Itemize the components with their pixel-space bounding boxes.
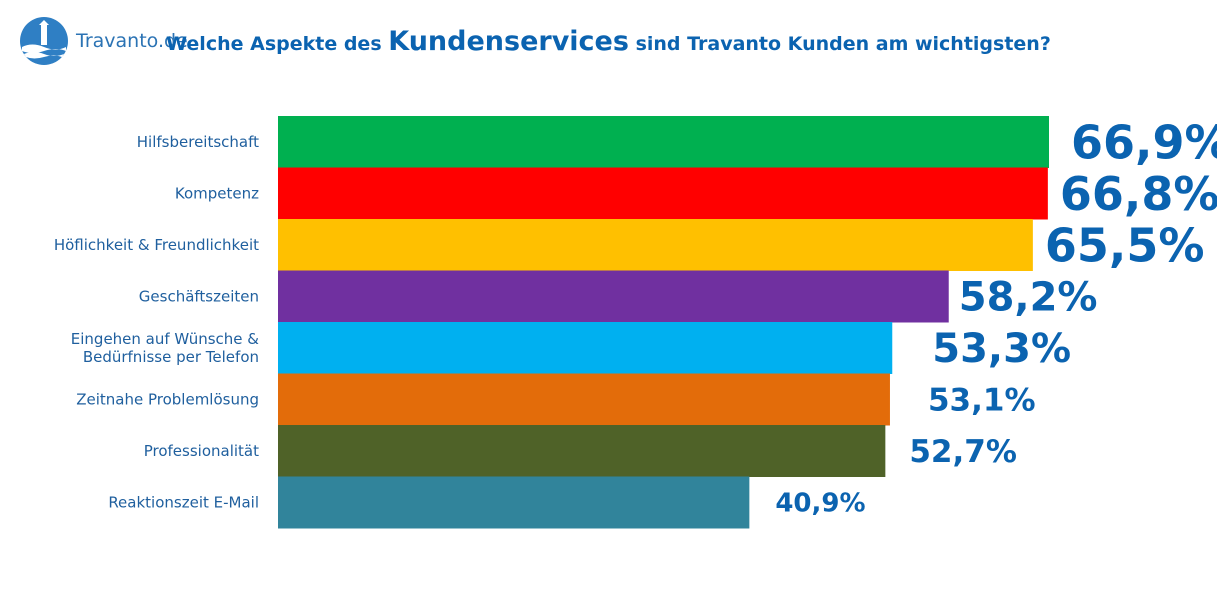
brand-logo: Travanto.de (18, 16, 188, 66)
category-label-2: Kompetenz (175, 184, 259, 202)
chart-title: Welche Aspekte des Kundenservices sind T… (0, 26, 1217, 57)
title-highlight: Kundenservices (388, 26, 629, 57)
category-label-line: Bedürfnisse per Telefon (83, 348, 259, 366)
bar-7 (278, 425, 886, 477)
bar-1 (278, 116, 1049, 168)
data-label-4: 58,2% (959, 275, 1098, 321)
data-label-3: 65,5% (1045, 218, 1205, 272)
category-label-line: Kompetenz (175, 184, 259, 202)
category-label-1: Hilfsbereitschaft (137, 133, 259, 151)
bar-4 (278, 270, 949, 323)
category-label-8: Reaktionszeit E-Mail (108, 493, 259, 511)
data-label-6: 53,1% (928, 382, 1036, 418)
data-label-2: 66,8% (1060, 167, 1217, 221)
category-label-5: Eingehen auf Wünsche & Bedürfnisse per Te… (71, 330, 260, 366)
category-label-line: Hilfsbereitschaft (137, 133, 259, 151)
data-label-1: 66,9% (1071, 115, 1217, 169)
bar-2 (278, 167, 1048, 220)
category-label-4: Geschäftszeiten (139, 287, 259, 305)
title-part-2: sind Travanto Kunden am wichtigsten? (628, 33, 1051, 55)
bar-5 (278, 322, 893, 374)
bar-6 (278, 373, 890, 426)
brand-name: Travanto.de (76, 30, 188, 52)
category-label-7: Professionalität (144, 442, 259, 460)
bar-3 (278, 219, 1033, 271)
category-label-6: Zeitnahe Problemlösung (76, 390, 259, 408)
lighthouse-wave-icon (20, 17, 68, 65)
category-label-line: Geschäftszeiten (139, 287, 259, 305)
data-label-8: 40,9% (775, 489, 865, 519)
title-part-1: Welche Aspekte des (166, 33, 389, 55)
bar-8 (278, 476, 750, 529)
category-label-3: Höflichkeit & Freundlichkeit (54, 236, 259, 254)
category-label-line: Zeitnahe Problemlösung (76, 390, 259, 408)
category-label-line: Höflichkeit & Freundlichkeit (54, 236, 259, 254)
category-label-line: Reaktionszeit E-Mail (108, 493, 259, 511)
data-label-7: 52,7% (909, 434, 1017, 470)
category-label-line: Professionalität (144, 442, 259, 460)
data-label-5: 53,3% (932, 326, 1071, 372)
category-label-line: Eingehen auf Wünsche & (71, 330, 260, 348)
